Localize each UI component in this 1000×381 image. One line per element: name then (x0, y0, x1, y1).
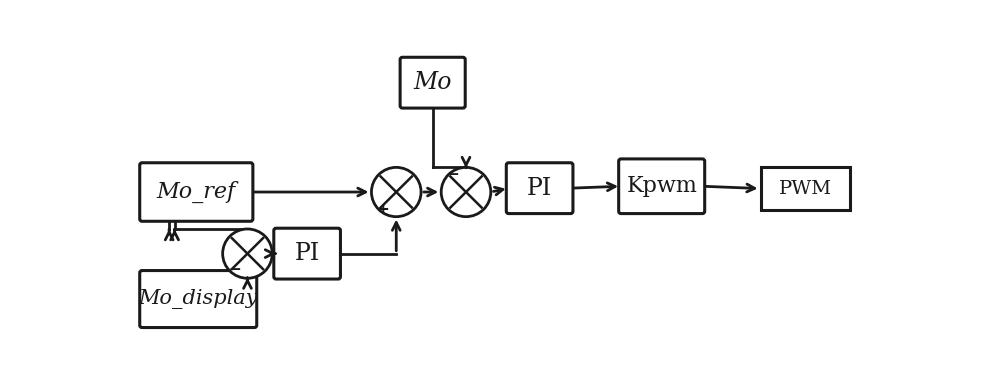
FancyBboxPatch shape (274, 228, 340, 279)
FancyBboxPatch shape (506, 163, 573, 214)
Text: Mo_ref: Mo_ref (157, 181, 236, 203)
Text: Kpwm: Kpwm (626, 175, 697, 197)
FancyBboxPatch shape (400, 57, 465, 108)
Circle shape (441, 167, 491, 217)
Circle shape (371, 167, 421, 217)
Text: −: − (229, 262, 241, 277)
Bar (761, 167, 850, 210)
Text: PWM: PWM (778, 179, 832, 198)
FancyBboxPatch shape (140, 271, 257, 328)
Text: −: − (446, 167, 459, 182)
FancyBboxPatch shape (140, 163, 253, 221)
Text: +: + (376, 202, 389, 217)
Circle shape (223, 229, 272, 278)
Text: PI: PI (295, 242, 320, 265)
Text: Mo: Mo (413, 71, 452, 94)
Text: PI: PI (527, 177, 552, 200)
Text: Mo_display: Mo_display (138, 289, 258, 309)
FancyBboxPatch shape (619, 159, 705, 214)
